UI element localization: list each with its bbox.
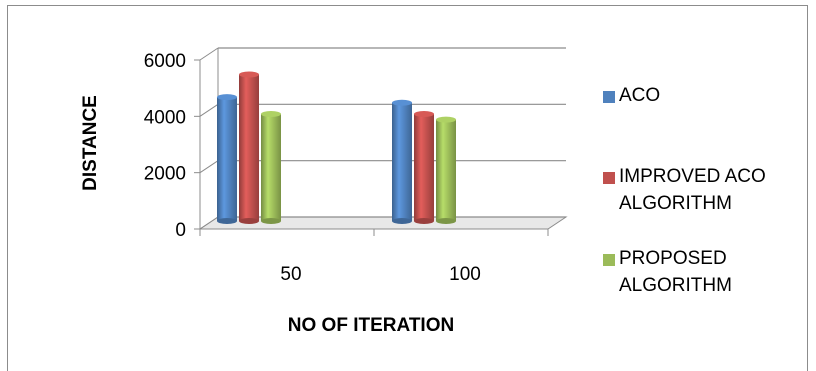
- x-axis-title: NO OF ITERATION: [288, 315, 454, 336]
- legend-label-aco: ACO: [619, 85, 661, 106]
- bar-top: [261, 110, 281, 117]
- y-tick-label: 6000: [144, 51, 186, 72]
- bar-base: [261, 218, 281, 224]
- bar-top: [392, 99, 412, 106]
- bar-body: [217, 97, 237, 221]
- bars: [217, 71, 456, 224]
- y-tick-labels: 0 2000 4000 6000: [144, 51, 186, 241]
- bar-base: [414, 218, 434, 224]
- legend-label-improved-aco: IMPROVED ACO ALGORITHM: [619, 166, 766, 214]
- x-tick-label: 50: [280, 264, 301, 285]
- gridline-side: [199, 216, 219, 230]
- bar-body: [414, 113, 434, 221]
- x-tick-labels: 50 100: [199, 229, 549, 285]
- y-tick-label: 4000: [144, 107, 186, 128]
- x-tick-label: 100: [449, 264, 481, 285]
- legend-swatch-aco: [603, 91, 615, 103]
- legend-swatch-proposed: [603, 254, 615, 266]
- gridline-side: [199, 160, 219, 174]
- bar-base: [239, 218, 259, 224]
- bar-proposed-algorithm-50: [261, 110, 281, 224]
- bar-top: [436, 116, 456, 123]
- y-tick-label: 2000: [144, 164, 186, 185]
- bar-top: [217, 94, 237, 101]
- legend-label-proposed: PROPOSED ALGORITHM: [619, 248, 732, 296]
- bar-body: [261, 113, 281, 221]
- bar-body: [436, 119, 456, 221]
- bar-improved-aco-algorithm-50: [239, 71, 259, 224]
- y-axis-title: DISTANCE: [80, 95, 101, 191]
- bar-aco-50: [217, 94, 237, 224]
- bar-top: [414, 110, 434, 117]
- bar-body: [392, 102, 412, 221]
- gridline-side: [199, 103, 219, 117]
- chart-frame: [7, 5, 808, 371]
- gridline-side: [199, 47, 219, 61]
- bar-body: [239, 74, 259, 222]
- y-tick-label: 0: [175, 220, 186, 241]
- bar-top: [239, 71, 259, 78]
- bar-aco-100: [392, 99, 412, 224]
- bar-base: [392, 218, 412, 224]
- bar-base: [217, 218, 237, 224]
- bar-proposed-algorithm-100: [436, 116, 456, 224]
- bar-improved-aco-algorithm-100: [414, 110, 434, 224]
- legend-swatch-improved-aco: [603, 172, 615, 184]
- bar-base: [436, 218, 456, 224]
